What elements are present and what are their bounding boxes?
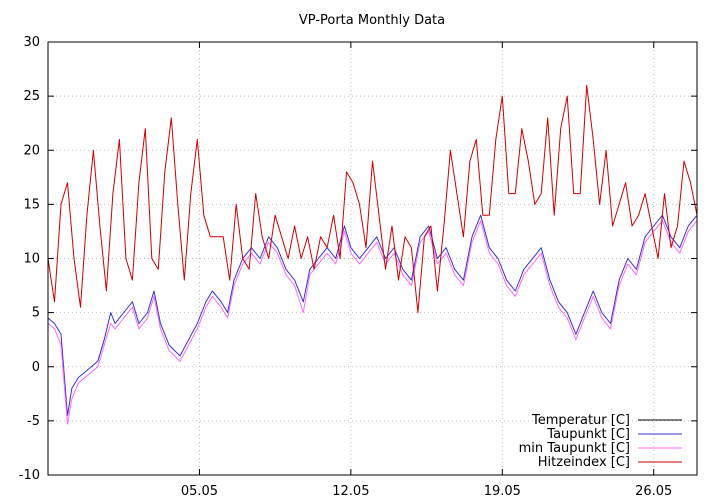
series-line-min-taupunkt-c	[47, 220, 698, 425]
x-tick-label: 05.05	[181, 484, 218, 499]
axis-layer: -10 -5 0 5 10 15 20 25 30 05.05 12.05 19.05 26.05	[19, 35, 697, 499]
x-tick-label: 12.05	[332, 484, 369, 499]
y-tick-label: 0	[32, 360, 40, 375]
y-tick-label: -10	[19, 468, 40, 483]
series-line-taupunkt-c	[47, 214, 698, 416]
grid-layer	[48, 42, 697, 475]
legend: Temperatur [C]Taupunkt [C]min Taupunkt […	[519, 413, 682, 470]
y-tick-label: 5	[32, 306, 40, 321]
y-tick-label: -5	[27, 414, 40, 429]
y-tick-label: 30	[23, 35, 40, 50]
chart-title: VP-Porta Monthly Data	[299, 13, 445, 28]
series-line-hitzeindex-c	[47, 84, 698, 314]
x-tick-label: 26.05	[635, 484, 672, 499]
y-tick-label: 10	[23, 252, 40, 267]
y-tick-label: 25	[23, 89, 40, 104]
y-tick-label: 15	[23, 197, 40, 212]
x-tick-label: 19.05	[484, 484, 521, 499]
series-layer	[47, 84, 698, 425]
y-tick-label: 20	[23, 143, 40, 158]
legend-label: min Taupunkt [C]	[519, 441, 630, 456]
legend-label: Taupunkt [C]	[546, 427, 630, 442]
legend-label: Temperatur [C]	[531, 413, 630, 428]
legend-label: Hitzeindex [C]	[538, 455, 630, 470]
